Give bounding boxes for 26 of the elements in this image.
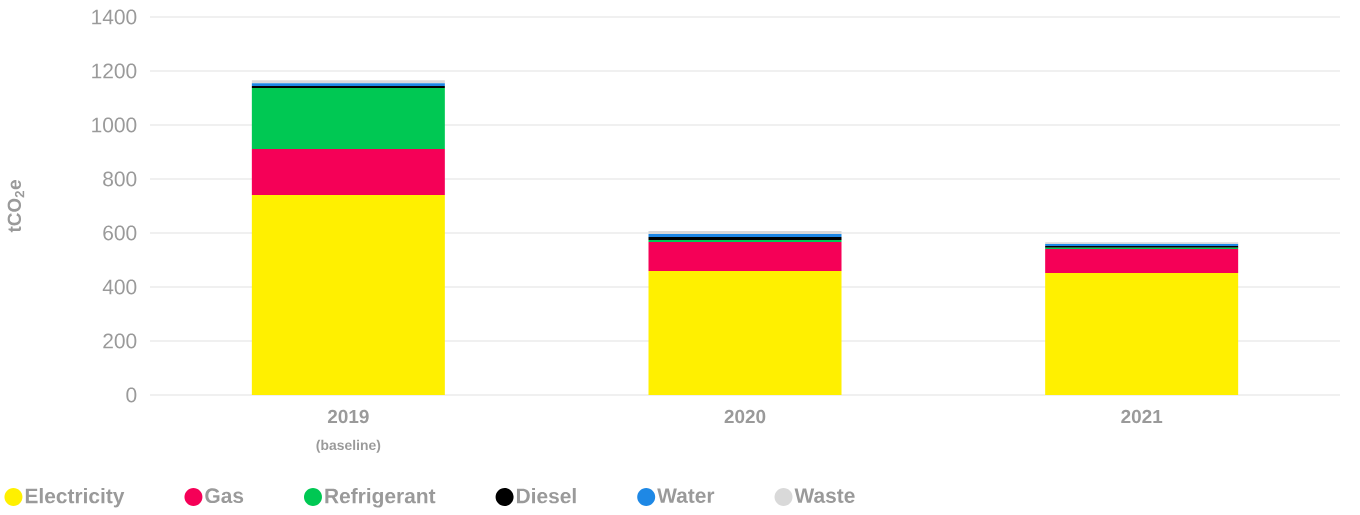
bar (1045, 272, 1239, 395)
bar (251, 149, 445, 195)
y-tick-label: 1200 (92, 63, 137, 79)
y-tick-label: 400 (102, 279, 137, 295)
legend-label: Waste (794, 488, 855, 503)
y-tick-label: 800 (103, 171, 137, 187)
legend-label: Water (657, 488, 715, 503)
x-tick-label: 2021 (1121, 409, 1163, 424)
legend-label: Refrigerant (325, 488, 436, 508)
x-tick-label: 2019 (327, 409, 369, 424)
y-tick-label: 0 (126, 387, 137, 403)
bar (251, 194, 445, 395)
legend-label: Gas (205, 488, 244, 504)
bar (648, 241, 842, 272)
y-tick-label: 1400 (92, 9, 137, 25)
bar (648, 271, 842, 395)
x-tick-label: 2020 (724, 409, 766, 424)
bar (1045, 248, 1239, 273)
y-tick-label: 200 (103, 333, 137, 349)
y-tick-label: 600 (103, 225, 137, 241)
y-axis-title: tCO$_{2}$e (7, 180, 25, 233)
text: (baseline) (316, 439, 381, 453)
legend-label: Diesel (516, 488, 576, 504)
bar (251, 88, 445, 150)
y-tick-label: 1000 (92, 117, 137, 133)
legend-label: Electricity (25, 488, 125, 508)
